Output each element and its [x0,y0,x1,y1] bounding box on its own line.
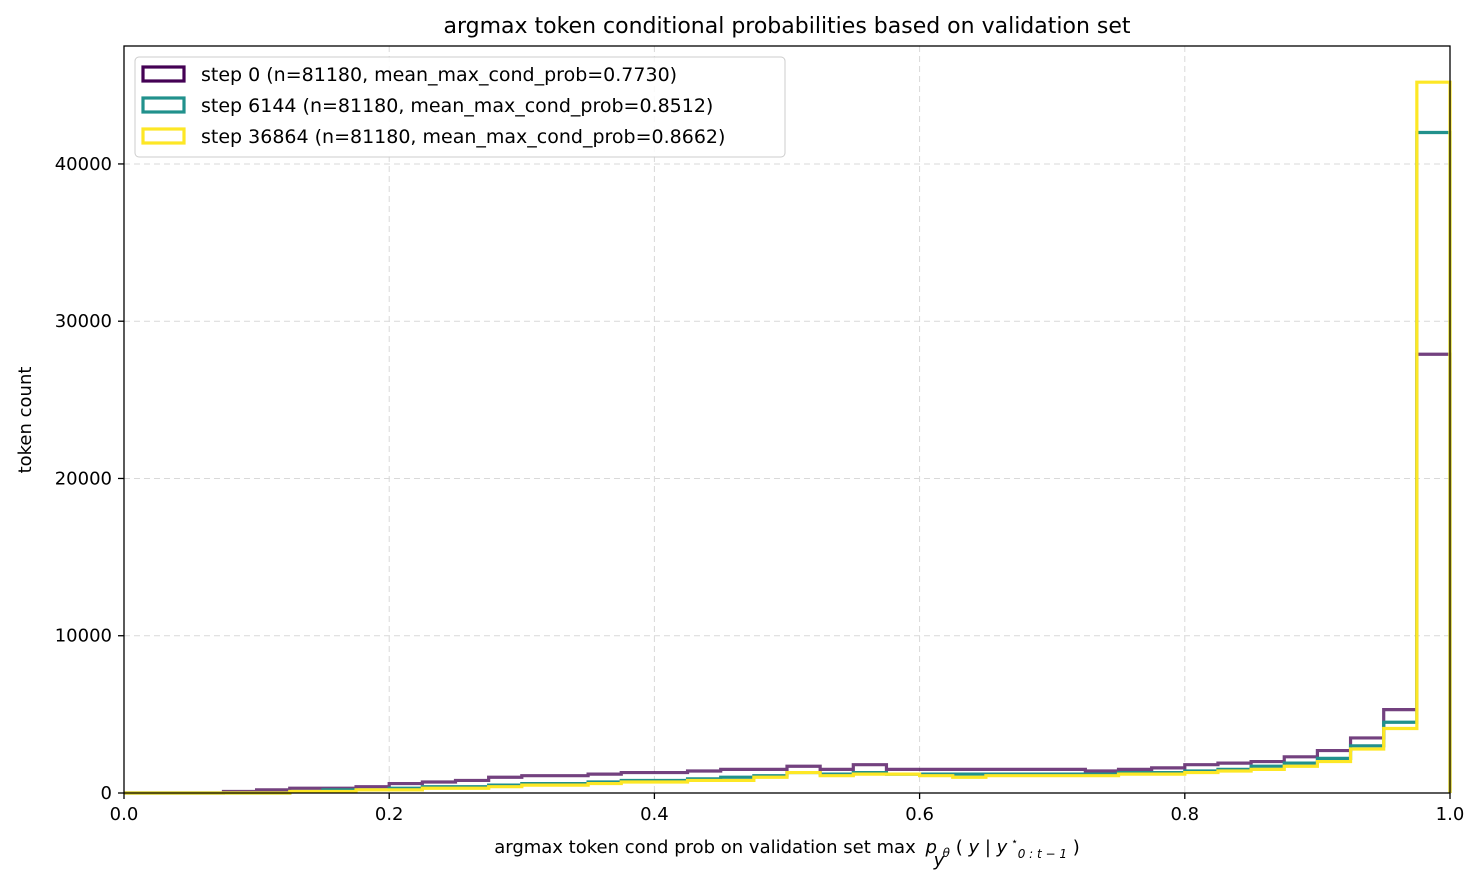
x-axis-label-sub: 0 : t − 1 [1018,847,1067,861]
y-tick-label: 40000 [55,154,112,175]
y-axis-label: token count [15,367,36,474]
x-axis-label-theta: θ [943,846,951,860]
legend-swatch [141,127,186,145]
x-tick-label: 0.4 [640,804,669,825]
y-tick-label: 10000 [55,626,112,647]
x-axis-label-paren-close: ) [1073,837,1080,858]
legend-label: step 36864 (n=81180, mean_max_cond_prob=… [201,126,725,148]
x-axis-label: argmax token cond prob on validation set… [494,829,1080,863]
y-tick-label: 0 [101,783,112,804]
legend-label: step 6144 (n=81180, mean_max_cond_prob=0… [201,95,713,117]
series-layer [124,80,1452,795]
histogram-series-2 [124,80,1452,795]
y-axis-ticks: 0 10000 20000 30000 40000 [55,154,124,804]
x-axis-label-paren-open: ( [956,837,963,858]
legend-swatch [141,65,186,83]
x-axis-label-star: ⋆ [1011,835,1018,848]
x-tick-label: 0.2 [375,804,404,825]
chart-title: argmax token conditional probabilities b… [443,14,1130,39]
x-tick-label: 0.8 [1170,804,1199,825]
x-axis-label-text: argmax token cond prob on validation set… [494,837,916,858]
legend-box [134,56,786,158]
x-axis-label-y: y [967,837,979,858]
x-axis-ticks: 0.0 0.2 0.4 0.6 0.8 1.0 [110,793,1465,825]
x-tick-label: 0.0 [110,804,139,825]
y-tick-label: 20000 [55,468,112,489]
x-axis-label-y2: y [996,837,1008,858]
plot-frame [123,45,1451,794]
grid [124,46,1450,793]
histogram-series-0 [124,352,1452,795]
y-tick-label: 30000 [55,311,112,332]
legend-items: step 0 (n=81180, mean_max_cond_prob=0.77… [141,64,725,148]
x-tick-label: 1.0 [1436,804,1465,825]
legend: step 0 (n=81180, mean_max_cond_prob=0.77… [134,56,786,158]
x-axis-label-max-subscript: y [933,850,945,871]
legend-swatch [141,96,186,114]
x-axis-label-p: p [924,837,936,858]
x-tick-label: 0.6 [905,804,934,825]
legend-label: step 0 (n=81180, mean_max_cond_prob=0.77… [201,64,677,86]
x-axis-label-bar: | [985,837,997,858]
